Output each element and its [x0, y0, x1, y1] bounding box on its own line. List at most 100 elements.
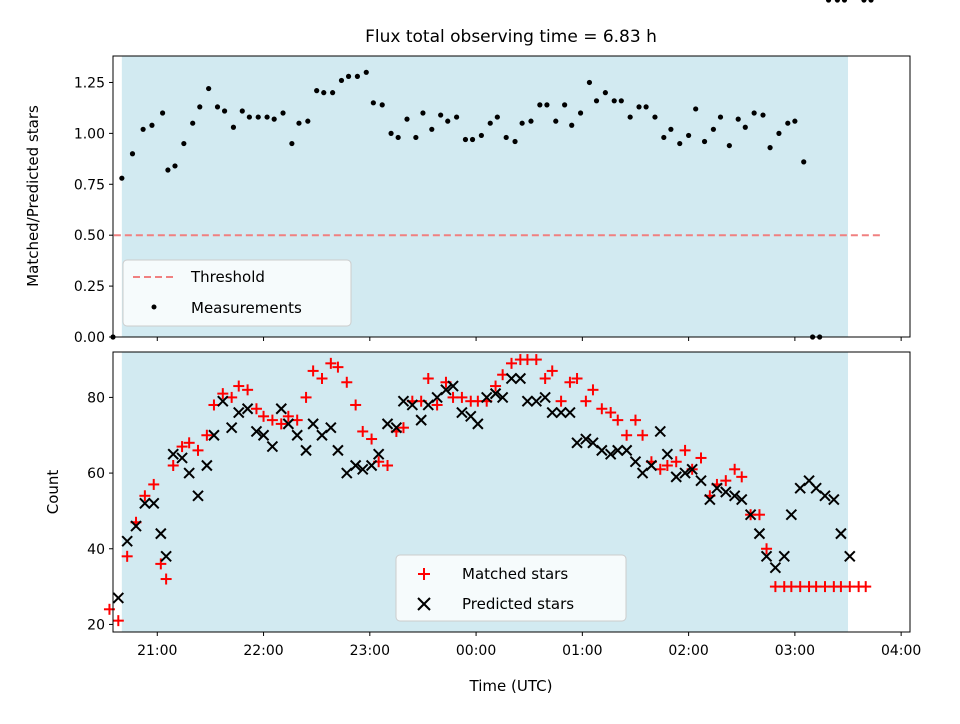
predicted-star-point — [753, 527, 766, 540]
matched-star-point — [506, 357, 517, 369]
measurement-point — [544, 102, 550, 108]
measurement-point — [159, 110, 166, 116]
measurement-point — [330, 90, 336, 96]
measurement-point — [742, 124, 748, 130]
x-tick-label: 02:00 — [668, 643, 708, 659]
legend-top: Threshold Measurements — [122, 259, 352, 327]
predicted-star-point — [564, 406, 576, 419]
measurement-point — [129, 151, 136, 157]
measurement-point — [214, 104, 221, 110]
measurement-point — [363, 69, 369, 75]
y-axis-ticks-bottom: 20 40 60 80 — [87, 390, 113, 633]
predicted-star-point — [679, 467, 691, 479]
measurement-point — [537, 102, 543, 108]
x-tick-label: 22:00 — [243, 643, 283, 659]
y-tick-label: 0.75 — [74, 177, 105, 193]
predicted-star-point — [670, 471, 682, 483]
y-tick-label: 1.00 — [74, 126, 105, 142]
measurement-point — [453, 114, 460, 120]
measurement-point — [438, 112, 444, 118]
measurement-point — [627, 114, 633, 120]
predicted-star-point — [596, 444, 608, 457]
matched-star-point — [316, 372, 328, 384]
predicted-star-point — [555, 406, 567, 419]
predicted-star-point — [521, 395, 534, 407]
matched-star-point — [637, 429, 649, 441]
predicted-star-point — [785, 508, 798, 521]
measurement-point — [868, 0, 874, 3]
predicted-star-point — [381, 418, 394, 430]
x-tick-label: 00:00 — [456, 643, 496, 659]
predicted-star-point — [307, 418, 319, 430]
panel-counts: 20 40 60 80 21:00 22:00 23:00 00:00 01:00 02:00 0… — [44, 351, 921, 695]
matched-star-point — [366, 433, 378, 445]
measurement-point — [149, 122, 155, 128]
measurement-point — [462, 136, 469, 143]
predicted-star-point — [250, 425, 263, 438]
measurement-point — [140, 126, 146, 132]
matched-star-point — [325, 357, 337, 369]
predicted-star-point — [546, 406, 558, 419]
matched-star-point — [539, 372, 551, 384]
predicted-star-point — [372, 448, 385, 460]
predicted-star-point — [661, 448, 674, 460]
measurement-point — [693, 106, 699, 112]
predicted-star-point — [266, 440, 279, 453]
measurement-point — [726, 142, 732, 149]
measurement-point — [230, 124, 237, 130]
legend-label-measurements: Measurements — [191, 299, 302, 317]
matched-star-point — [422, 372, 434, 384]
measurement-point — [686, 132, 692, 139]
measurement-point — [767, 145, 773, 151]
measurement-point — [668, 126, 674, 132]
predicted-star-point — [160, 550, 172, 563]
legend-bottom: Matched stars Predicted stars — [395, 554, 627, 622]
measurement-point — [586, 79, 593, 86]
matched-star-point — [183, 437, 195, 449]
matched-star-point — [250, 403, 262, 415]
predicted-star-point — [291, 429, 303, 441]
measurement-point — [701, 138, 708, 145]
measurement-point — [577, 110, 584, 116]
matched-star-point — [596, 403, 608, 415]
legend-label-matched: Matched stars — [462, 565, 568, 583]
predicted-star-point — [148, 497, 160, 510]
measurement-point — [289, 140, 295, 147]
x-tick-label: 03:00 — [775, 643, 815, 659]
y-axis-ticks-top: 0.00 0.25 0.50 0.75 1.00 1.25 — [74, 75, 113, 346]
predicted-star-point — [217, 395, 229, 407]
measurement-point — [710, 126, 717, 132]
predicted-star-point — [711, 482, 723, 494]
measurement-point — [246, 114, 252, 120]
predicted-star-point — [844, 550, 856, 563]
predicted-star-point — [365, 459, 378, 472]
measurement-point — [404, 116, 410, 122]
matched-star-point — [564, 376, 576, 388]
predicted-star-point — [257, 429, 270, 441]
y-tick-label: 0.00 — [74, 330, 105, 346]
predicted-star-point — [769, 561, 782, 574]
measurement-point — [494, 114, 500, 120]
matched-star-point — [530, 354, 542, 366]
measurement-point — [271, 116, 277, 122]
predicted-star-point — [612, 444, 624, 457]
legend-label-threshold: Threshold — [190, 268, 265, 286]
top-data-layer — [110, 0, 884, 340]
y-axis-label-bottom: Count — [44, 470, 62, 515]
measurement-point — [611, 98, 617, 104]
matched-star-point — [167, 460, 179, 472]
measurement-point — [503, 134, 509, 141]
matched-star-point — [139, 490, 151, 502]
measurement-point — [841, 0, 848, 3]
matched-star-point — [612, 414, 624, 426]
measurement-point — [296, 120, 302, 126]
predicted-star-point — [620, 444, 633, 457]
measurement-point — [618, 98, 624, 104]
measurement-point — [420, 110, 426, 116]
measurement-point — [255, 114, 261, 120]
matched-star-point — [307, 365, 319, 377]
matched-star-point — [300, 391, 312, 403]
axes-frame-top — [112, 55, 911, 338]
bottom-data-layer — [103, 354, 872, 627]
matched-star-point — [431, 399, 443, 411]
